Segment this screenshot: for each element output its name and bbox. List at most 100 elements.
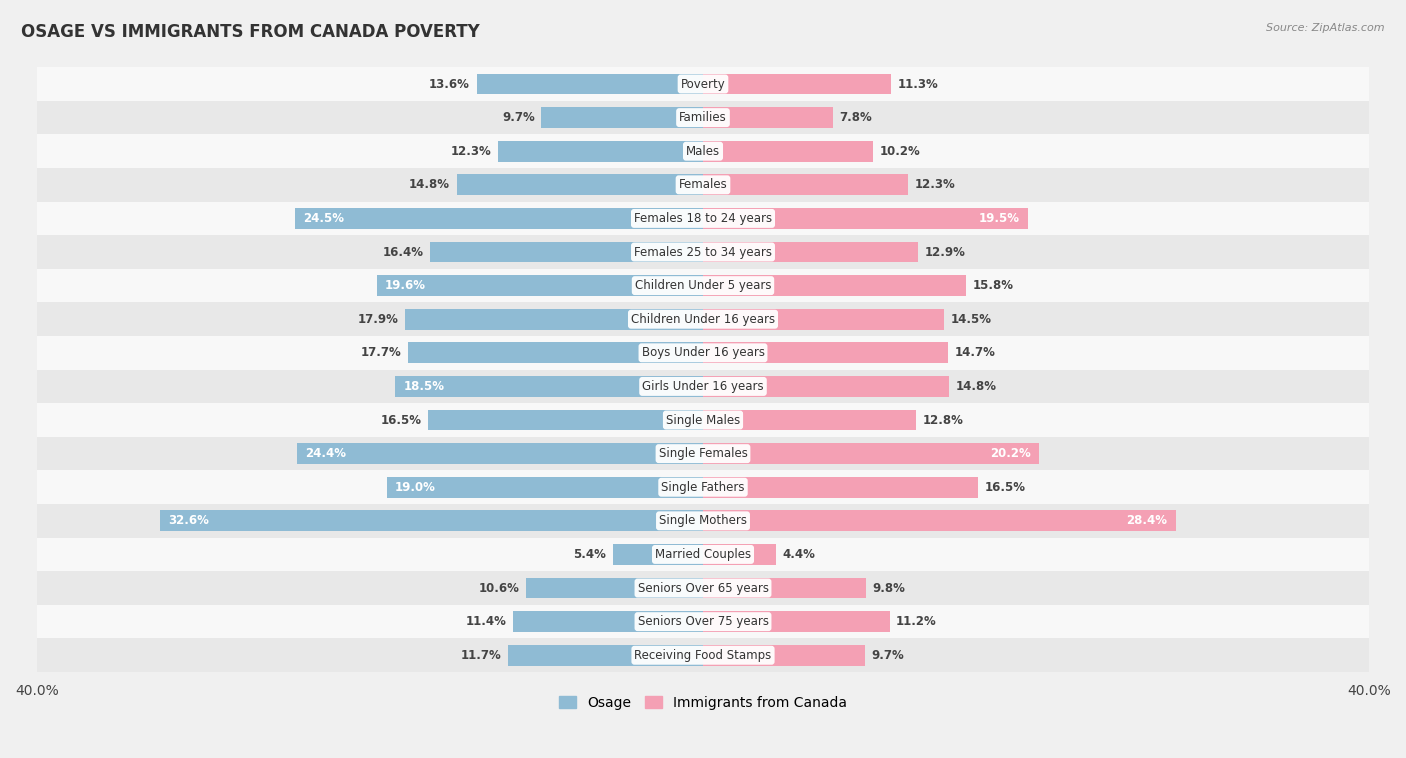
Text: Females 18 to 24 years: Females 18 to 24 years [634, 212, 772, 225]
Text: 11.7%: 11.7% [461, 649, 502, 662]
Bar [430, 242, 703, 262]
Bar [703, 645, 865, 666]
Text: Children Under 5 years: Children Under 5 years [634, 279, 772, 292]
Text: 14.7%: 14.7% [955, 346, 995, 359]
Text: Single Fathers: Single Fathers [661, 481, 745, 493]
Bar [513, 611, 703, 632]
Bar [395, 376, 703, 397]
Text: 19.0%: 19.0% [395, 481, 436, 493]
Bar [37, 504, 1369, 537]
Text: 4.4%: 4.4% [783, 548, 815, 561]
Text: 16.4%: 16.4% [382, 246, 423, 258]
Bar [703, 544, 776, 565]
Text: 28.4%: 28.4% [1126, 515, 1167, 528]
Bar [37, 370, 1369, 403]
Bar [703, 376, 949, 397]
Bar [703, 107, 832, 128]
Bar [405, 309, 703, 330]
Text: Children Under 16 years: Children Under 16 years [631, 313, 775, 326]
Bar [37, 235, 1369, 269]
Bar [541, 107, 703, 128]
Text: 24.4%: 24.4% [305, 447, 346, 460]
Bar [37, 302, 1369, 336]
Bar [703, 174, 908, 196]
Bar [526, 578, 703, 599]
Text: 19.6%: 19.6% [385, 279, 426, 292]
Text: 24.5%: 24.5% [304, 212, 344, 225]
Text: 9.7%: 9.7% [872, 649, 904, 662]
Bar [703, 242, 918, 262]
Text: 17.9%: 17.9% [357, 313, 398, 326]
Text: Receiving Food Stamps: Receiving Food Stamps [634, 649, 772, 662]
Bar [387, 477, 703, 498]
Bar [703, 275, 966, 296]
Text: 16.5%: 16.5% [381, 414, 422, 427]
Bar [703, 409, 917, 431]
Bar [37, 67, 1369, 101]
Text: Single Males: Single Males [666, 414, 740, 427]
Bar [37, 134, 1369, 168]
Bar [37, 572, 1369, 605]
Text: 15.8%: 15.8% [973, 279, 1014, 292]
Bar [37, 168, 1369, 202]
Text: 7.8%: 7.8% [839, 111, 872, 124]
Text: 14.8%: 14.8% [409, 178, 450, 191]
Text: 20.2%: 20.2% [990, 447, 1031, 460]
Bar [37, 605, 1369, 638]
Text: Girls Under 16 years: Girls Under 16 years [643, 380, 763, 393]
Text: 12.3%: 12.3% [451, 145, 492, 158]
Bar [703, 611, 890, 632]
Bar [408, 343, 703, 363]
Bar [160, 510, 703, 531]
Text: 17.7%: 17.7% [361, 346, 402, 359]
Text: 14.5%: 14.5% [950, 313, 993, 326]
Bar [37, 101, 1369, 134]
Text: 18.5%: 18.5% [404, 380, 444, 393]
Text: 12.3%: 12.3% [914, 178, 955, 191]
Bar [703, 141, 873, 161]
Bar [457, 174, 703, 196]
Text: 32.6%: 32.6% [169, 515, 209, 528]
Bar [703, 443, 1039, 464]
Text: 12.9%: 12.9% [925, 246, 966, 258]
Text: 10.6%: 10.6% [479, 581, 520, 594]
Text: Boys Under 16 years: Boys Under 16 years [641, 346, 765, 359]
Bar [477, 74, 703, 95]
Text: Single Females: Single Females [658, 447, 748, 460]
Bar [703, 343, 948, 363]
Bar [498, 141, 703, 161]
Text: 12.8%: 12.8% [922, 414, 963, 427]
Bar [703, 309, 945, 330]
Text: Poverty: Poverty [681, 77, 725, 90]
Bar [703, 208, 1028, 229]
Text: 11.2%: 11.2% [896, 615, 936, 628]
Bar [613, 544, 703, 565]
Text: Single Mothers: Single Mothers [659, 515, 747, 528]
Bar [297, 443, 703, 464]
Text: Seniors Over 65 years: Seniors Over 65 years [637, 581, 769, 594]
Bar [377, 275, 703, 296]
Bar [508, 645, 703, 666]
Text: 16.5%: 16.5% [984, 481, 1025, 493]
Text: OSAGE VS IMMIGRANTS FROM CANADA POVERTY: OSAGE VS IMMIGRANTS FROM CANADA POVERTY [21, 23, 479, 41]
Text: Seniors Over 75 years: Seniors Over 75 years [637, 615, 769, 628]
Bar [703, 578, 866, 599]
Bar [37, 269, 1369, 302]
Text: 9.7%: 9.7% [502, 111, 534, 124]
Bar [703, 74, 891, 95]
Text: 14.8%: 14.8% [956, 380, 997, 393]
Bar [37, 403, 1369, 437]
Bar [37, 202, 1369, 235]
Bar [703, 510, 1175, 531]
Bar [37, 471, 1369, 504]
Text: 11.4%: 11.4% [465, 615, 506, 628]
Legend: Osage, Immigrants from Canada: Osage, Immigrants from Canada [554, 690, 852, 715]
Text: Source: ZipAtlas.com: Source: ZipAtlas.com [1267, 23, 1385, 33]
Bar [703, 477, 977, 498]
Bar [37, 437, 1369, 471]
Text: 19.5%: 19.5% [979, 212, 1019, 225]
Text: Families: Families [679, 111, 727, 124]
Bar [295, 208, 703, 229]
Bar [37, 336, 1369, 370]
Text: Males: Males [686, 145, 720, 158]
